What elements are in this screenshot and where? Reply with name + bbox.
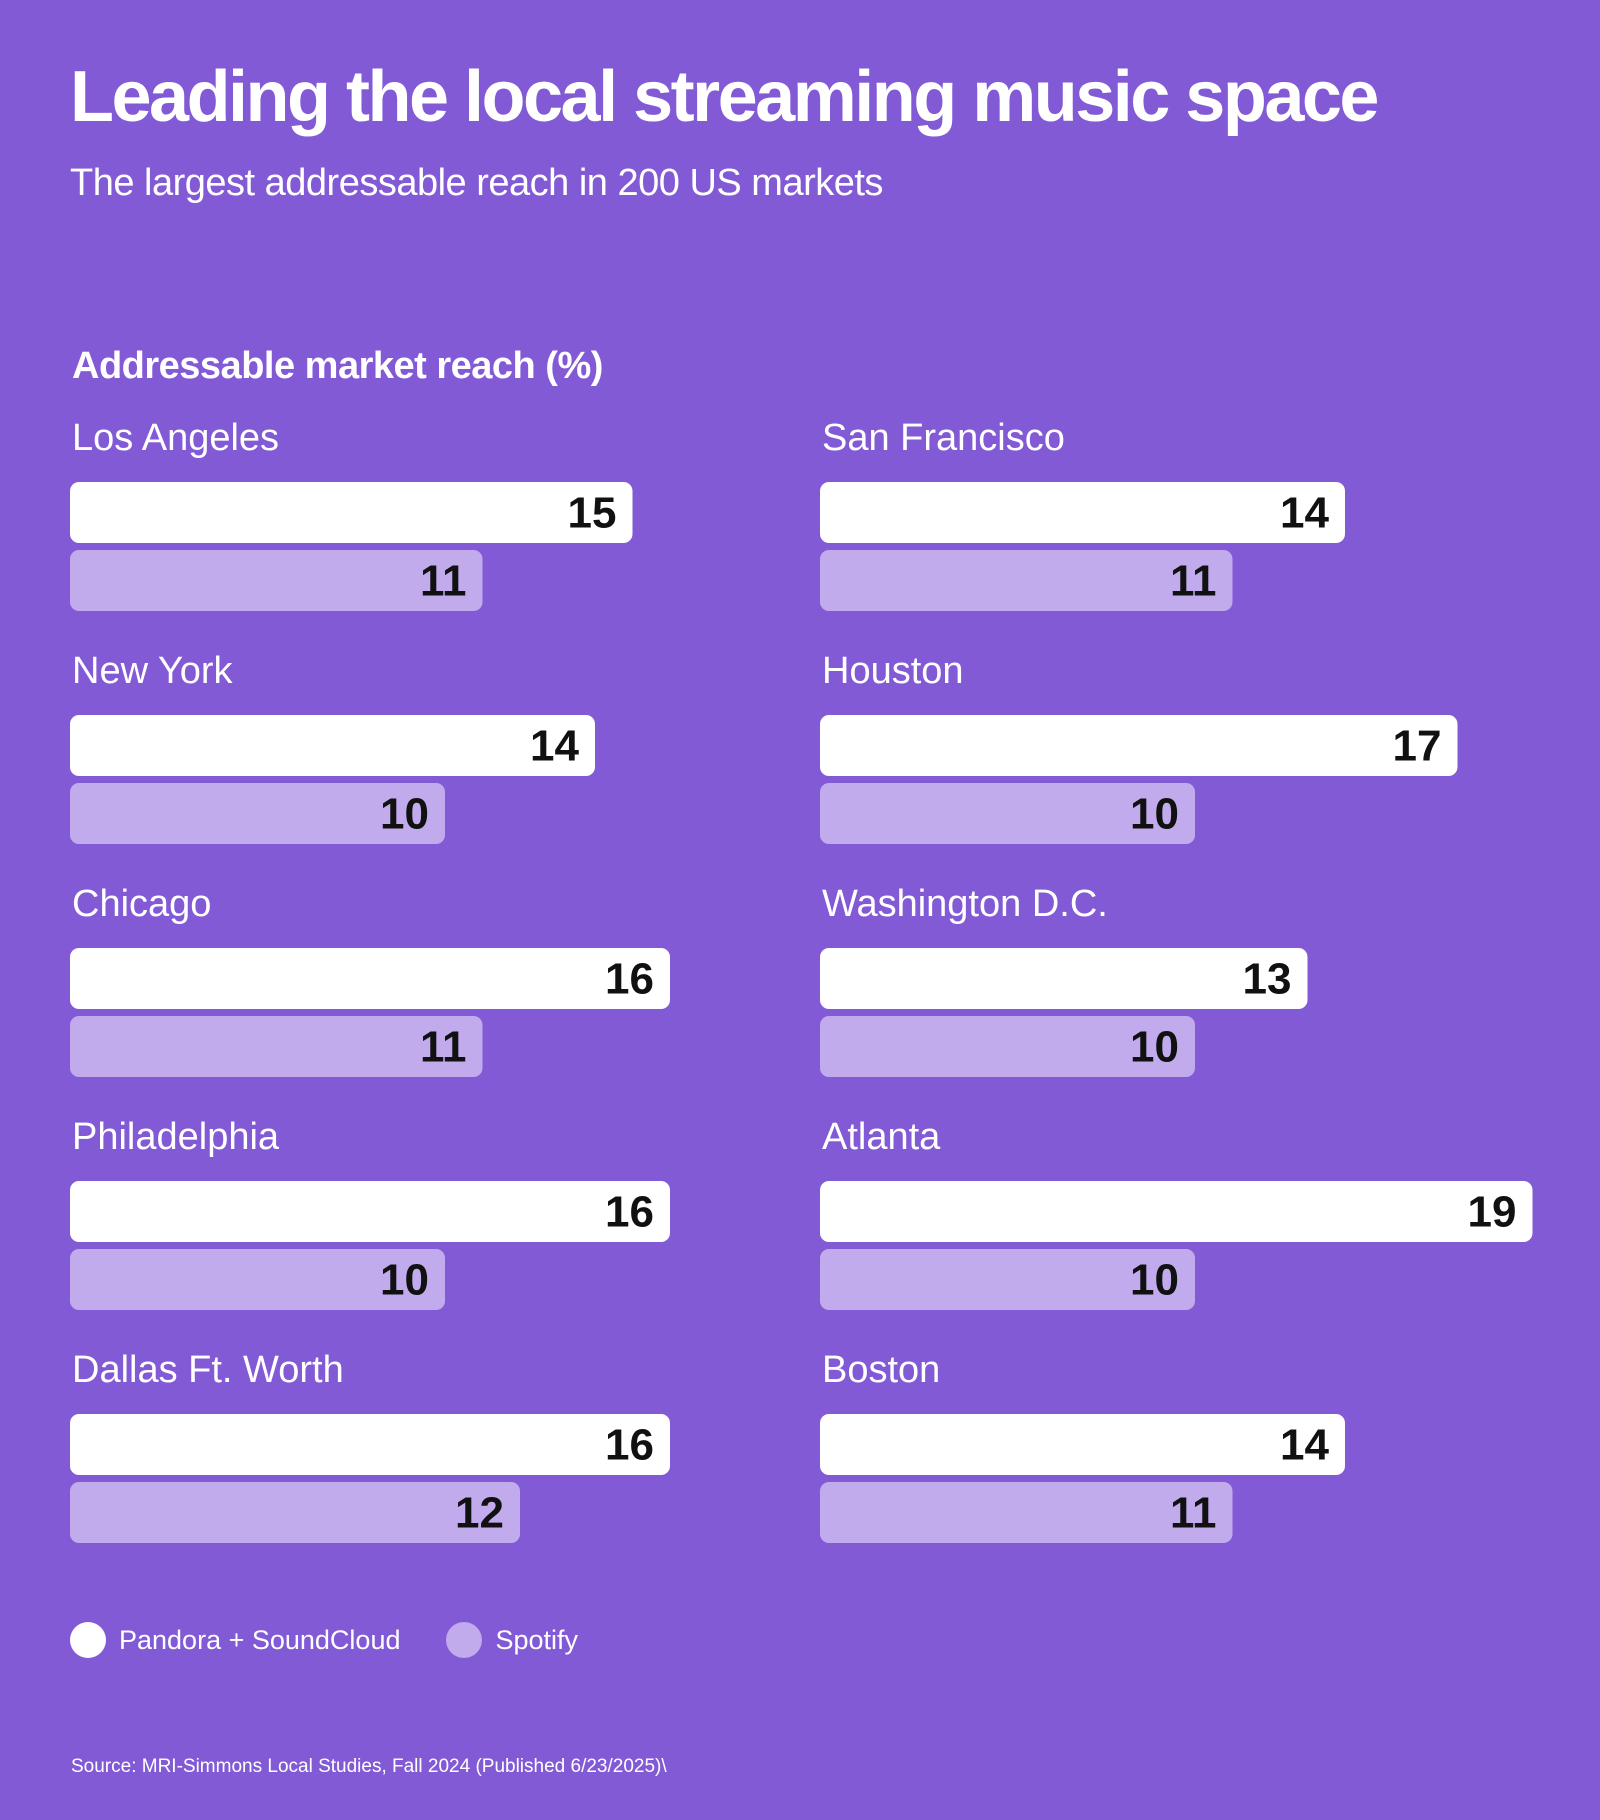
value-label-pandora-soundcloud-houston: 17 bbox=[1393, 722, 1442, 771]
bar-pandora-soundcloud-dallas-ft-worth bbox=[70, 1414, 670, 1475]
bar-spotify-san-francisco bbox=[820, 550, 1233, 611]
legend-label-pandora-soundcloud: Pandora + SoundCloud bbox=[119, 1624, 401, 1655]
value-label-pandora-soundcloud-chicago: 16 bbox=[605, 955, 654, 1004]
bar-pandora-soundcloud-houston bbox=[820, 715, 1458, 776]
value-label-pandora-soundcloud-new-york: 14 bbox=[530, 722, 579, 771]
category-label-los-angeles: Los Angeles bbox=[72, 417, 279, 459]
category-label-atlanta: Atlanta bbox=[822, 1116, 941, 1158]
bar-spotify-boston bbox=[820, 1482, 1233, 1543]
category-label-washington-d-c: Washington D.C. bbox=[822, 883, 1108, 925]
bar-spotify-washington-d-c bbox=[820, 1016, 1195, 1077]
value-label-pandora-soundcloud-philadelphia: 16 bbox=[605, 1188, 654, 1237]
bar-spotify-atlanta bbox=[820, 1249, 1195, 1310]
value-label-spotify-san-francisco: 11 bbox=[1170, 557, 1217, 606]
legend-swatch-spotify bbox=[446, 1622, 483, 1658]
category-label-philadelphia: Philadelphia bbox=[72, 1116, 280, 1158]
bar-spotify-philadelphia bbox=[70, 1249, 445, 1310]
bar-pandora-soundcloud-chicago bbox=[70, 948, 670, 1009]
category-label-san-francisco: San Francisco bbox=[822, 417, 1065, 459]
value-label-spotify-boston: 11 bbox=[1170, 1489, 1217, 1538]
category-label-new-york: New York bbox=[72, 650, 234, 692]
value-label-pandora-soundcloud-atlanta: 19 bbox=[1468, 1188, 1517, 1237]
source-note: Source: MRI-Simmons Local Studies, Fall … bbox=[71, 1756, 667, 1777]
bar-pandora-soundcloud-san-francisco bbox=[820, 482, 1345, 543]
chart-title: Leading the local streaming music space bbox=[70, 57, 1379, 137]
value-label-spotify-chicago: 11 bbox=[420, 1023, 467, 1072]
category-label-boston: Boston bbox=[822, 1349, 940, 1391]
bar-pandora-soundcloud-washington-d-c bbox=[820, 948, 1308, 1009]
category-label-dallas-ft-worth: Dallas Ft. Worth bbox=[72, 1349, 344, 1391]
value-label-pandora-soundcloud-boston: 14 bbox=[1280, 1421, 1329, 1470]
bar-pandora-soundcloud-new-york bbox=[70, 715, 595, 776]
bar-pandora-soundcloud-los-angeles bbox=[70, 482, 633, 543]
chart-subtitle: The largest addressable reach in 200 US … bbox=[70, 162, 883, 204]
value-label-spotify-dallas-ft-worth: 12 bbox=[455, 1489, 504, 1538]
bar-pandora-soundcloud-boston bbox=[820, 1414, 1345, 1475]
value-label-spotify-atlanta: 10 bbox=[1130, 1256, 1179, 1305]
legend-item-pandora-soundcloud: Pandora + SoundCloud bbox=[70, 1622, 400, 1658]
value-label-pandora-soundcloud-dallas-ft-worth: 16 bbox=[605, 1421, 654, 1470]
legend-swatch-pandora-soundcloud bbox=[70, 1622, 106, 1658]
legend-item-spotify: Spotify bbox=[446, 1622, 578, 1658]
bar-spotify-dallas-ft-worth bbox=[70, 1482, 520, 1543]
bar-spotify-new-york bbox=[70, 783, 445, 844]
legend-label-spotify: Spotify bbox=[495, 1624, 579, 1655]
value-label-pandora-soundcloud-san-francisco: 14 bbox=[1280, 489, 1329, 538]
bar-spotify-los-angeles bbox=[70, 550, 483, 611]
bar-pandora-soundcloud-philadelphia bbox=[70, 1181, 670, 1242]
value-label-spotify-los-angeles: 11 bbox=[420, 557, 467, 606]
value-label-spotify-philadelphia: 10 bbox=[380, 1256, 429, 1305]
bar-spotify-chicago bbox=[70, 1016, 483, 1077]
value-label-spotify-washington-d-c: 10 bbox=[1130, 1023, 1179, 1072]
section-heading: Addressable market reach (%) bbox=[72, 345, 603, 387]
value-label-spotify-houston: 10 bbox=[1130, 790, 1179, 839]
bar-pandora-soundcloud-atlanta bbox=[820, 1181, 1533, 1242]
value-label-pandora-soundcloud-los-angeles: 15 bbox=[568, 489, 617, 538]
value-label-spotify-new-york: 10 bbox=[380, 790, 429, 839]
category-label-chicago: Chicago bbox=[72, 883, 211, 925]
value-label-pandora-soundcloud-washington-d-c: 13 bbox=[1243, 955, 1292, 1004]
legend: Pandora + SoundCloud Spotify bbox=[70, 1622, 624, 1658]
category-label-houston: Houston bbox=[822, 650, 964, 692]
bar-spotify-houston bbox=[820, 783, 1195, 844]
